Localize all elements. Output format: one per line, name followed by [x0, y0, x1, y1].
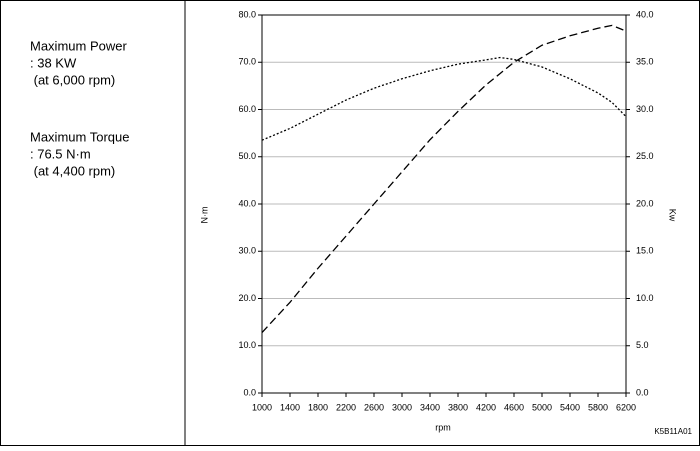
x-tick-label: 2600 [364, 402, 384, 412]
x-axis-label: rpm [435, 422, 451, 432]
spec-line: (at 4,400 rpm) [30, 163, 115, 178]
y2-tick-label: 10.0 [636, 293, 654, 303]
x-tick-label: 2200 [336, 402, 356, 412]
y2-tick-label: 35.0 [636, 57, 654, 67]
y-tick-label: 0.0 [243, 387, 256, 397]
figure-code: K5B11A01 [654, 427, 692, 436]
spec-line: Maximum Torque [30, 129, 129, 144]
plot-frame [261, 14, 627, 394]
y-tick-label: 60.0 [238, 104, 256, 114]
y-tick-label: 30.0 [238, 246, 256, 256]
y-tick-label: 50.0 [238, 151, 256, 161]
y-tick-label: 20.0 [238, 293, 256, 303]
y2-tick-label: 20.0 [636, 198, 654, 208]
series-line [261, 24, 627, 333]
y2-tick-label: 5.0 [636, 340, 649, 350]
x-tick-label: 4600 [504, 402, 524, 412]
spec-line: (at 6,000 rpm) [30, 72, 115, 87]
y-tick-label: 80.0 [238, 9, 256, 19]
y-tick-label: 70.0 [238, 57, 256, 67]
spec-line: : 76.5 N·m [30, 146, 91, 161]
y2-tick-label: 15.0 [636, 246, 654, 256]
x-tick-label: 5800 [588, 402, 608, 412]
x-tick-label: 1000 [252, 402, 272, 412]
x-tick-label: 3400 [420, 402, 440, 412]
y-axis-label: N·m [199, 207, 209, 224]
y2-tick-label: 0.0 [636, 387, 649, 397]
y2-tick-label: 30.0 [636, 104, 654, 114]
x-tick-label: 3800 [448, 402, 468, 412]
y-tick-label: 40.0 [238, 198, 256, 208]
x-tick-label: 4200 [476, 402, 496, 412]
y2-tick-label: 40.0 [636, 9, 654, 19]
y2-axis-label: Kw [668, 209, 678, 222]
series-line [261, 56, 627, 141]
y2-tick-label: 25.0 [636, 151, 654, 161]
x-tick-label: 5400 [560, 402, 580, 412]
x-tick-label: 1800 [308, 402, 328, 412]
y-tick-label: 10.0 [238, 340, 256, 350]
spec-line: : 38 KW [30, 55, 77, 70]
x-tick-label: 5000 [532, 402, 552, 412]
x-tick-label: 6200 [616, 402, 636, 412]
x-tick-label: 1400 [280, 402, 300, 412]
x-tick-label: 3000 [392, 402, 412, 412]
spec-line: Maximum Power [30, 38, 127, 53]
